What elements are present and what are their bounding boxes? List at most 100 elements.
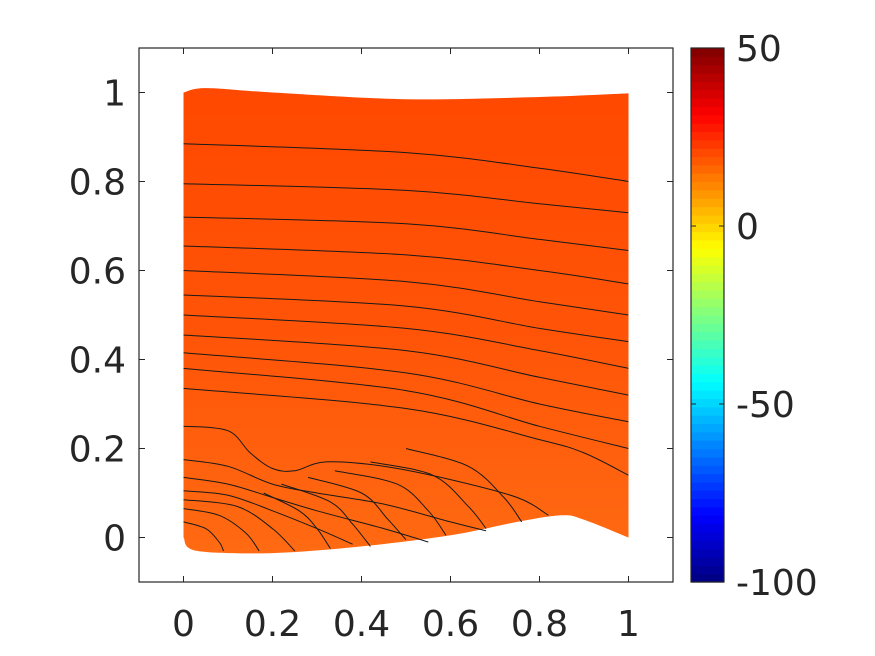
colorbar-band: [691, 64, 724, 74]
y-tick-label: 0.4: [69, 341, 126, 382]
plot-frame: [138, 47, 674, 583]
colorbar-bands: [691, 48, 724, 583]
colorbar-band: [691, 556, 724, 566]
colorbar-band: [691, 281, 724, 291]
colorbar-band: [691, 239, 724, 249]
contour-line: [183, 314, 629, 369]
colorbar-band: [691, 139, 724, 149]
colorbar-band: [691, 73, 724, 82]
colorbar-tick-label: -50: [736, 385, 795, 426]
colorbar-ticks: 50 0 -50 -100: [691, 29, 818, 604]
colorbar: 50 0 -50 -100: [690, 29, 818, 604]
colorbar-band: [691, 481, 724, 491]
colorbar-band: [691, 148, 724, 158]
colorbar-frame: [690, 47, 725, 583]
y-tick-label: 0.8: [69, 163, 126, 204]
colorbar-band: [691, 331, 724, 341]
contour-line: [281, 483, 371, 547]
contour-line: [183, 490, 353, 545]
field-layer: [183, 88, 629, 554]
colorbar-band: [691, 206, 724, 216]
colorbar-band: [691, 565, 724, 575]
x-tick-label: 0.2: [244, 604, 301, 645]
colorbar-band: [691, 523, 724, 533]
y-axis: 0 0.2 0.4 0.6 0.8 1: [69, 74, 673, 560]
colorbar-band: [691, 248, 724, 258]
colorbar-band: [691, 198, 724, 208]
colorbar-band: [691, 181, 724, 191]
colorbar-band: [691, 573, 724, 583]
x-axis: 0 0.2 0.4 0.6 0.8 1: [172, 48, 640, 645]
y-tick-label: 0.2: [69, 430, 126, 471]
colorbar-band: [691, 506, 724, 516]
colorbar-band: [691, 415, 724, 425]
colorbar-band: [691, 56, 724, 66]
contour-line: [183, 476, 429, 543]
contour-line: [183, 294, 629, 343]
colorbar-band: [691, 164, 724, 174]
contour-line: [263, 492, 331, 549]
colorbar-band: [691, 490, 724, 500]
contour-line: [183, 216, 629, 251]
contour-line: [334, 470, 447, 536]
field-region: [183, 88, 629, 554]
colorbar-band: [691, 373, 724, 383]
colorbar-tick-label: -100: [736, 563, 818, 604]
colorbar-band: [691, 381, 724, 391]
contour-line: [307, 476, 407, 541]
colorbar-band: [691, 214, 724, 224]
y-tick-label: 1: [103, 74, 126, 115]
contour-line: [183, 143, 629, 182]
contour-line: [183, 521, 224, 552]
colorbar-band: [691, 356, 724, 366]
colorbar-band: [691, 89, 724, 99]
contour-line: [183, 183, 629, 214]
colorbar-band: [691, 498, 724, 508]
colorbar-band: [691, 390, 724, 400]
colorbar-tick-label: 50: [736, 29, 782, 70]
contour-line: [405, 448, 523, 523]
colorbar-band: [691, 273, 724, 283]
x-tick-label: 1: [617, 604, 640, 645]
contour-line: [183, 352, 629, 423]
colorbar-band: [691, 423, 724, 433]
colorbar-band: [691, 456, 724, 466]
colorbar-band: [691, 156, 724, 166]
colorbar-band: [691, 548, 724, 558]
colorbar-band: [691, 440, 724, 450]
contour-line: [183, 387, 629, 476]
colorbar-band: [691, 323, 724, 333]
colorbar-band: [691, 515, 724, 525]
colorbar-band: [691, 48, 724, 57]
x-tick-label: 0.6: [422, 604, 479, 645]
colorbar-tick-label: 0: [736, 207, 759, 248]
colorbar-band: [691, 223, 724, 233]
x-tick-label: 0: [172, 604, 195, 645]
colorbar-band: [691, 306, 724, 316]
x-tick-label: 0.8: [511, 604, 568, 645]
colorbar-band: [691, 298, 724, 308]
contour-line: [183, 499, 296, 552]
colorbar-band: [691, 431, 724, 441]
colorbar-band: [691, 81, 724, 91]
contour-line: [183, 270, 629, 316]
colorbar-band: [691, 315, 724, 324]
colorbar-band: [691, 473, 724, 483]
colorbar-band: [691, 365, 724, 374]
contour-line: [183, 334, 629, 396]
contour-line: [183, 425, 549, 516]
plot-area: 0 0.2 0.4 0.6 0.8 1 0 0.2 0.4 0.6 0.8 1: [69, 47, 674, 645]
y-tick-label: 0.6: [69, 252, 126, 293]
colorbar-band: [691, 98, 724, 107]
contour-line: [370, 461, 487, 529]
colorbar-band: [691, 406, 724, 416]
colorbar-band: [691, 106, 724, 116]
colorbar-band: [691, 289, 724, 299]
contour-layer: [183, 143, 629, 552]
contour-line: [183, 508, 260, 552]
colorbar-band: [691, 123, 724, 133]
colorbar-band: [691, 256, 724, 266]
colorbar-band: [691, 348, 724, 358]
colorbar-band: [691, 531, 724, 541]
